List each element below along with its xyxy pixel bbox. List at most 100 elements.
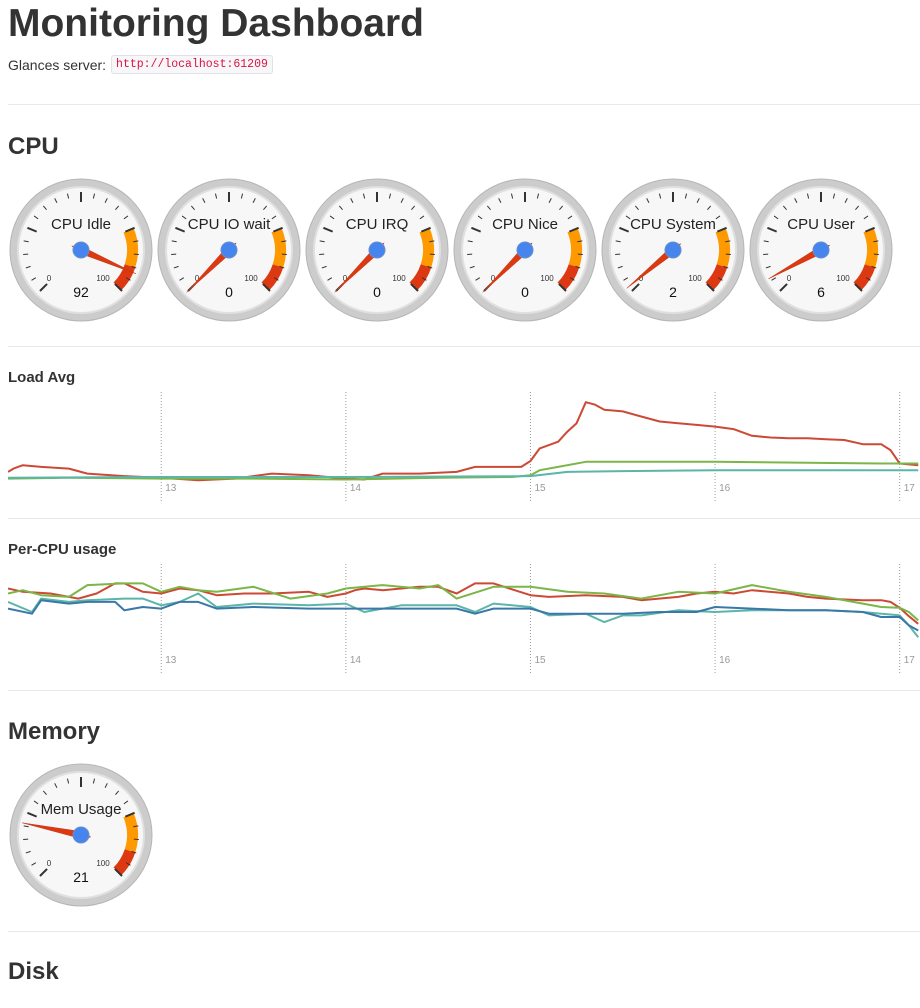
gauge-major-tick: [27, 226, 38, 233]
gauge-min-label: 0: [195, 274, 200, 283]
gauge-minor-tick: [723, 265, 729, 269]
gauge-minor-tick: [400, 198, 404, 204]
gauge-major-tick: [619, 226, 630, 233]
gauge-major-tick: [779, 283, 788, 292]
gauge-max-label: 100: [392, 274, 406, 283]
gauge-minor-tick: [765, 265, 771, 269]
gauge-needle-hub: [516, 241, 534, 259]
gauge-minor-tick: [646, 198, 650, 204]
gauge-warning-band: [123, 813, 138, 853]
series-line-3: [8, 469, 919, 479]
gauge-minor-tick: [202, 198, 206, 204]
gauge-minor-tick: [42, 205, 47, 211]
gauge-minor-tick: [475, 277, 481, 281]
gauge-major-tick: [124, 811, 135, 818]
per-cpu-chart: 13 14 15 16 17: [8, 564, 919, 674]
gauge-minor-tick: [429, 240, 435, 243]
gauge-major-tick: [631, 283, 640, 292]
gauge-minor-tick: [133, 240, 139, 243]
gauge-value: 6: [817, 284, 825, 300]
gauge-minor-tick: [125, 277, 131, 281]
gauge-minor-tick: [717, 277, 723, 281]
gauge-minor-tick: [327, 277, 333, 281]
gauge-cpu-user: CPU User 0 100 6: [749, 178, 893, 322]
gauge-minor-tick: [321, 265, 327, 269]
gauge-minor-tick: [421, 277, 427, 281]
gauge-major-tick: [323, 226, 334, 233]
gauge-minor-tick: [123, 800, 129, 805]
gauge-needle-hub: [812, 241, 830, 259]
gauge-minor-tick: [771, 277, 777, 281]
page-title: Monitoring Dashboard: [8, 2, 424, 45]
gauge-minor-tick: [54, 783, 58, 789]
gauge-critical-band: [557, 264, 580, 291]
gauge-value: 2: [669, 284, 677, 300]
gauge-minor-tick: [536, 193, 540, 199]
gauge-critical-band: [113, 849, 136, 876]
gauge-major-tick: [420, 226, 431, 233]
gauge-label: CPU IO wait: [188, 216, 271, 233]
gauge-warning-band: [863, 228, 878, 268]
gauge-major-tick: [272, 226, 283, 233]
gauge-minor-tick: [104, 783, 108, 789]
gauge-minor-tick: [419, 215, 425, 220]
gauge-critical-band: [261, 264, 284, 291]
gauge-cpu-io-wait: CPU IO wait 0 100 0: [157, 178, 301, 322]
gauge-cpu-nice: CPU Nice 0 100 0: [453, 178, 597, 322]
gauge-minor-tick: [23, 240, 29, 243]
gauge-needle-hub: [220, 241, 238, 259]
gauge-minor-tick: [362, 193, 366, 199]
divider: [8, 518, 920, 519]
gauge-min-label: 0: [343, 274, 348, 283]
gauge-max-label: 100: [96, 274, 110, 283]
gauge-major-tick: [124, 226, 135, 233]
gauge-warning-band: [271, 228, 286, 268]
gauge-minor-tick: [66, 778, 70, 784]
gauge-minor-tick: [388, 193, 392, 199]
series-line-1: [8, 582, 919, 625]
gauge-min-label: 0: [47, 859, 52, 868]
gauge-cpu-irq: CPU IRQ 0 100 0: [305, 178, 449, 322]
series-line-4: [8, 599, 919, 632]
gauge-major-tick: [716, 226, 727, 233]
gauge-minor-tick: [281, 240, 287, 243]
gauge-minor-tick: [25, 265, 31, 269]
gauge-minor-tick: [350, 198, 354, 204]
gauge-minor-tick: [115, 205, 120, 211]
gauge-minor-tick: [279, 265, 285, 269]
gauge-max-label: 100: [96, 859, 110, 868]
gauge-major-tick: [27, 811, 38, 818]
x-tick-label: 13: [165, 483, 177, 494]
gauge-major-tick: [262, 283, 271, 292]
gauge-major-tick: [114, 283, 123, 292]
gauge-minor-tick: [865, 277, 871, 281]
divider: [8, 346, 920, 347]
chart-title-per-cpu: Per-CPU usage: [8, 541, 117, 558]
gauge-needle-hub: [72, 241, 90, 259]
gauge-minor-tick: [696, 198, 700, 204]
gauge-minor-tick: [617, 265, 623, 269]
gauge-minor-tick: [623, 277, 629, 281]
gauge-minor-tick: [871, 265, 877, 269]
gauge-major-tick: [39, 283, 48, 292]
gauge-minor-tick: [25, 850, 31, 854]
gauge-value: 0: [373, 284, 381, 300]
gauge-value: 21: [73, 869, 89, 885]
gauge-minor-tick: [806, 193, 810, 199]
gauge-critical-band: [409, 264, 432, 291]
gauge-minor-tick: [181, 215, 187, 220]
gauge-minor-tick: [171, 240, 177, 243]
gauge-label: Mem Usage: [41, 801, 122, 818]
gauge-warning-band: [715, 228, 730, 268]
gauge-minor-tick: [763, 240, 769, 243]
divider: [8, 690, 920, 691]
gauge-min-label: 0: [47, 274, 52, 283]
divider: [8, 104, 920, 105]
gauge-minor-tick: [625, 215, 631, 220]
gauge-warning-band: [123, 228, 138, 268]
gauge-minor-tick: [782, 205, 787, 211]
gauge-max-label: 100: [688, 274, 702, 283]
gauge-minor-tick: [23, 825, 29, 828]
gauge-minor-tick: [214, 193, 218, 199]
gauge-needle-hub: [664, 241, 682, 259]
